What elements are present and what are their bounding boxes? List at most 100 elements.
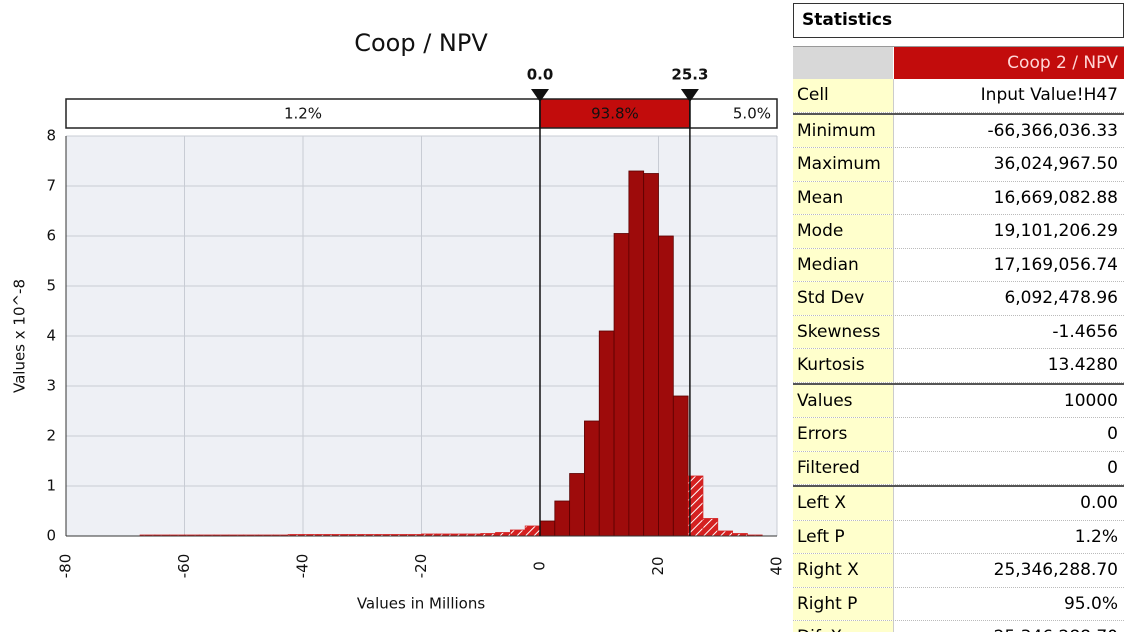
delimiter-label: 0.0 xyxy=(527,66,554,84)
stat-label: Minimum xyxy=(793,114,894,147)
stat-label: Kurtosis xyxy=(793,349,894,382)
y-axis-label: Values x 10^-8 xyxy=(11,279,29,393)
delimiter-label: 25.3 xyxy=(671,66,708,84)
y-tick-label: 6 xyxy=(46,227,56,245)
stat-value: 0 xyxy=(1107,424,1118,444)
histogram-bar xyxy=(643,173,659,537)
stat-value: 36,024,967.50 xyxy=(993,154,1118,174)
stat-label: Std Dev xyxy=(793,282,894,315)
stats-row: Mean 16,669,082.88 xyxy=(793,181,1124,215)
x-axis-label: Values in Millions xyxy=(357,595,486,613)
stat-value: 0.00 xyxy=(1080,493,1118,513)
histogram-bar xyxy=(539,520,556,537)
stat-label: Filtered xyxy=(793,451,894,484)
x-tick-label: 40 xyxy=(768,556,786,575)
stat-value: 10000 xyxy=(1063,390,1118,411)
stats-row: Right X 25,346,288.70 xyxy=(793,554,1124,588)
stats-row: Cell Input Value!H47 xyxy=(793,79,1124,113)
histogram-bar xyxy=(672,395,689,537)
stat-value: 16,669,082.88 xyxy=(993,187,1118,208)
y-tick-label: 2 xyxy=(46,427,56,445)
stats-row: Kurtosis 13.4280 xyxy=(793,349,1124,383)
histogram-bar xyxy=(584,420,600,537)
stats-row: Dif. X25,346,288.70 xyxy=(793,621,1124,632)
histogram-bar xyxy=(524,525,541,537)
stat-value: 1.2% xyxy=(1074,526,1118,547)
histogram-bar xyxy=(509,529,526,537)
stat-value: 6,092,478.96 xyxy=(1004,288,1118,308)
y-tick-label: 3 xyxy=(46,377,56,395)
stat-label: Values xyxy=(793,384,894,417)
y-tick-label: 7 xyxy=(46,177,56,195)
chart-title: Coop / NPV xyxy=(354,29,488,57)
stat-value: 17,169,056.74 xyxy=(993,254,1118,275)
histogram-bar xyxy=(628,170,645,537)
stats-row: Left P 1.2% xyxy=(793,520,1124,554)
histogram-bar xyxy=(598,330,615,537)
y-tick-label: 0 xyxy=(46,527,56,545)
stats-column: Coop 2 / NPV xyxy=(894,47,1124,79)
region-label: 1.2% xyxy=(284,105,322,123)
stat-value: -1.4656 xyxy=(1052,321,1118,342)
stats-row: Left X 0.00 xyxy=(793,485,1124,521)
stat-value: 25,346,288.70 xyxy=(894,621,1124,632)
histogram-bar xyxy=(613,233,630,537)
x-tick-label: 0 xyxy=(531,561,549,571)
stats-title: Statistics xyxy=(793,3,1124,38)
stats-row: Maximum 36,024,967.50 xyxy=(793,148,1124,182)
histogram-bar xyxy=(702,518,719,537)
stat-value: 13.4280 xyxy=(1047,355,1118,375)
delimiter-handle xyxy=(531,89,549,102)
stats-row: Median 17,169,056.74 xyxy=(793,248,1124,282)
stat-label: Maximum xyxy=(793,148,894,181)
region-box xyxy=(539,98,691,129)
histogram-bar xyxy=(717,530,733,537)
stats-row: Values 10000 xyxy=(793,382,1124,418)
y-tick-label: 5 xyxy=(46,277,56,295)
histogram-bar xyxy=(554,500,571,537)
y-tick-label: 1 xyxy=(46,477,56,495)
region-label: 5.0% xyxy=(733,105,771,123)
stats-row: Right P 95.0% xyxy=(793,587,1124,621)
stat-label: Mean xyxy=(793,181,894,214)
stat-value: Input Value!H47 xyxy=(980,85,1118,105)
stat-value: 95.0% xyxy=(1063,593,1118,614)
stat-label: Left X xyxy=(793,487,894,520)
x-tick-label: -40 xyxy=(294,554,312,579)
stats-row: Mode 19,101,206.29 xyxy=(793,215,1124,249)
stats-row: Filtered 0 xyxy=(793,451,1124,485)
stat-label: Left P xyxy=(793,520,894,553)
stats-row: Errors 0 xyxy=(793,418,1124,452)
x-tick-label: -60 xyxy=(175,554,193,579)
stats-row: Skewness -1.4656 xyxy=(793,315,1124,349)
stats-row: Minimum -66,366,036.33 xyxy=(793,112,1124,148)
region-label: 93.8% xyxy=(591,105,639,123)
histogram-bar xyxy=(569,473,585,537)
x-tick-label: -20 xyxy=(412,554,430,579)
delimiter-handle xyxy=(680,89,699,102)
stat-label: Right X xyxy=(793,554,894,587)
stat-label: Median xyxy=(793,248,894,281)
stat-value: 19,101,206.29 xyxy=(993,221,1118,241)
stats-header: Coop 2 / NPV xyxy=(793,46,1124,79)
x-tick-label: 20 xyxy=(649,556,667,575)
stat-label: Cell xyxy=(793,79,894,112)
stat-value: -66,366,036.33 xyxy=(987,120,1118,141)
histogram-bar xyxy=(495,532,511,537)
statistics-panel: Statistics Coop 2 / NPV Cell Input Value!… xyxy=(793,3,1124,632)
histogram-bar xyxy=(658,235,674,537)
region-box xyxy=(65,98,541,129)
stat-label: Skewness xyxy=(793,315,894,348)
x-tick-label: -80 xyxy=(57,554,75,579)
stat-value: 25,346,288.70 xyxy=(993,560,1118,580)
stat-label: Errors xyxy=(793,418,894,451)
stat-label: Mode xyxy=(793,215,894,248)
chart: Coop / NPV Values in Millions Values x 1… xyxy=(11,29,786,613)
stat-value: 0 xyxy=(1107,457,1118,478)
y-tick-label: 4 xyxy=(46,327,56,345)
stats-row: Std Dev 6,092,478.96 xyxy=(793,282,1124,316)
stat-label: Dif. X xyxy=(793,621,894,632)
stat-label: Right P xyxy=(793,587,894,620)
y-tick-label: 8 xyxy=(46,127,56,145)
